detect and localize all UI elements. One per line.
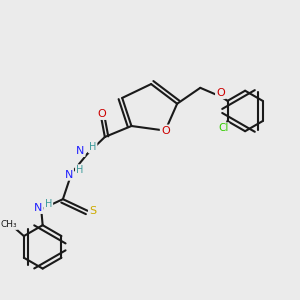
Text: N: N — [34, 203, 43, 213]
Text: O: O — [161, 126, 170, 136]
Text: S: S — [89, 206, 96, 216]
Text: H: H — [89, 142, 96, 152]
Text: O: O — [98, 109, 106, 119]
Text: N: N — [64, 169, 73, 180]
Text: O: O — [216, 88, 225, 98]
Text: CH₃: CH₃ — [1, 220, 17, 229]
Text: N: N — [76, 146, 84, 156]
Text: Cl: Cl — [218, 123, 228, 133]
Text: H: H — [76, 165, 83, 175]
Text: H: H — [45, 199, 52, 209]
